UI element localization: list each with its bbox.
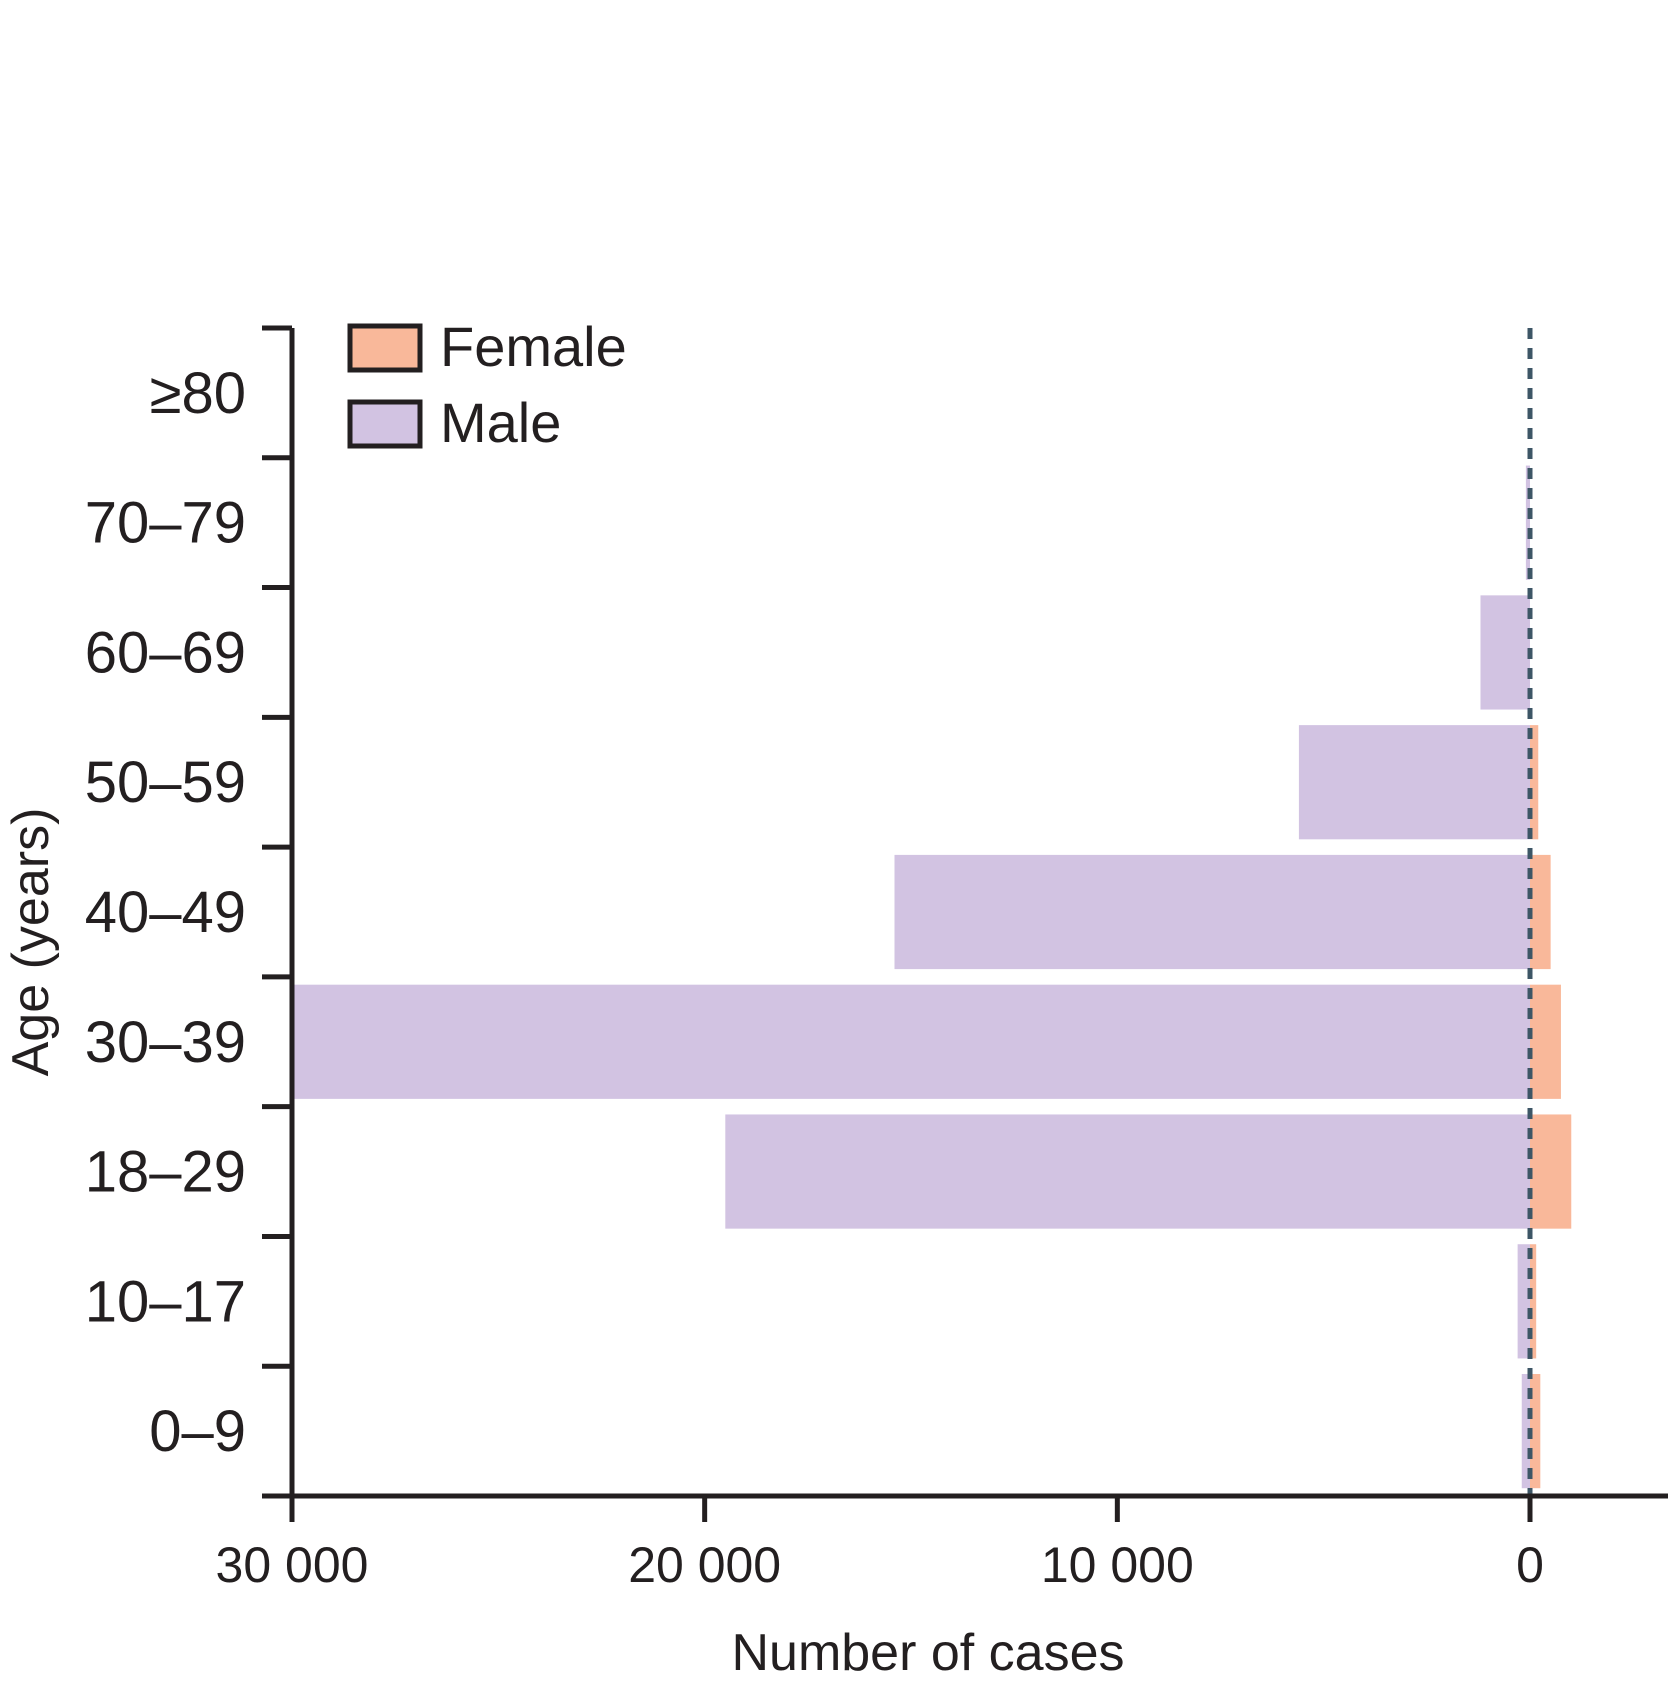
y-tick-label: 60–69: [85, 620, 246, 685]
y-tick-label: 40–49: [85, 880, 246, 945]
bars-layer: [292, 465, 1572, 1489]
bar-female-5: [1530, 725, 1539, 840]
x-tick-label: 10 000: [1041, 1537, 1194, 1593]
bar-male-3: [292, 984, 1530, 1099]
x-tick-label: 30 000: [216, 1537, 369, 1593]
y-tick-label: 50–59: [85, 750, 246, 815]
bar-male-0: [1521, 1374, 1530, 1489]
y-tick-label: 0–9: [149, 1399, 246, 1464]
y-tick-label: 18–29: [85, 1140, 246, 1205]
legend: Female Male: [347, 315, 627, 454]
axes-layer: [262, 325, 1668, 1522]
legend-label-male: Male: [440, 391, 561, 454]
bar-male-1: [1517, 1244, 1530, 1359]
category-labels: 0–9 10–17 18–29 30–39 40–49 50–59 60–69 70–79 ≥8…: [85, 361, 246, 1464]
y-tick-label: 70–79: [85, 491, 246, 556]
bar-female-4: [1530, 854, 1551, 970]
bar-male-6: [1480, 595, 1530, 710]
bar-female-2: [1530, 1114, 1572, 1229]
y-tick-label: ≥80: [150, 361, 246, 426]
bar-female-1: [1530, 1244, 1537, 1359]
y-axis-title: Age (years): [2, 808, 60, 1077]
bar-male-5: [1298, 725, 1530, 840]
legend-swatch-male: [347, 399, 423, 449]
bar-male-7: [1525, 465, 1530, 580]
y-tick-label: 30–39: [85, 1010, 246, 1075]
x-tick-label: 0: [1516, 1537, 1544, 1593]
x-tick-label: 20 000: [628, 1537, 781, 1593]
legend-swatch-female: [347, 323, 423, 373]
y-tick-label: 10–17: [85, 1269, 246, 1334]
bar-female-3: [1530, 984, 1561, 1099]
bar-male-4: [894, 854, 1530, 970]
legend-label-female: Female: [440, 315, 627, 378]
x-axis-title: Number of cases: [731, 1624, 1124, 1682]
x-tick-labels: 30 000 20 000 10 000 0: [216, 1537, 1544, 1593]
bar-male-2: [725, 1114, 1530, 1229]
bar-female-0: [1530, 1374, 1541, 1489]
